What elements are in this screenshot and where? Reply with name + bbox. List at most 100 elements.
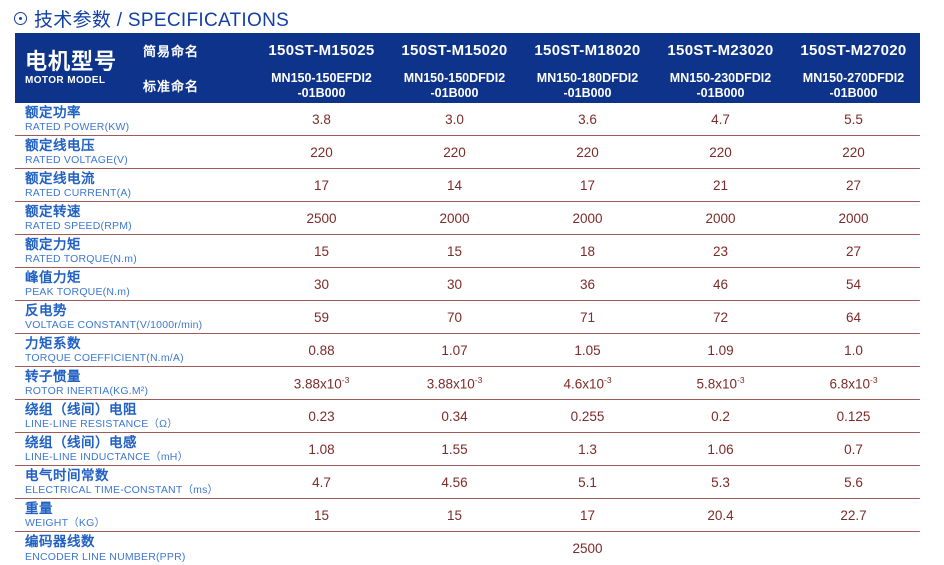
spec-value: 1.55 — [441, 441, 468, 457]
spec-value: 46 — [712, 276, 729, 292]
spec-value: 15 — [313, 243, 330, 259]
row-label-zh: 电气时间常数 — [25, 467, 109, 483]
simple-model-name: 150ST-M15025 — [268, 42, 375, 59]
spec-value: 2000 — [572, 210, 603, 226]
simple-name-label: 简易命名 — [143, 44, 200, 59]
table-body: 额定功率 RATED POWER(KW) 3.8 3.0 3.6 4.7 5.5 额定线… — [15, 103, 920, 565]
table-row: 额定线电流 RATED CURRENT(A) 17 14 17 21 27 — [15, 169, 920, 202]
simple-model-name: 150ST-M23020 — [667, 42, 774, 59]
table-row: 额定功率 RATED POWER(KW) 3.8 3.0 3.6 4.7 5.5 — [15, 103, 920, 136]
spec-value: 0.34 — [441, 408, 468, 424]
motor-model-label-en: MOTOR MODEL — [25, 74, 106, 86]
simple-model-name: 150ST-M27020 — [800, 42, 907, 59]
row-label: 转子惯量 ROTOR INERTIA(KG.M²) — [15, 369, 255, 398]
table-row: 绕组（线间）电感 LINE-LINE INDUCTANCE（mH） 1.08 1.… — [15, 433, 920, 466]
row-label: 额定线电压 RATED VOLTAGE(V) — [15, 138, 255, 167]
table-row: 编码器线数 ENCODER LINE NUMBER(PPR) 2500 — [15, 532, 920, 565]
spec-value-spanning: 2500 — [572, 541, 603, 556]
row-label-zh: 额定功率 — [25, 104, 81, 120]
row-label-zh: 绕组（线间）电阻 — [25, 401, 137, 417]
row-label: 力矩系数 TORQUE COEFFICIENT(N.m/A) — [15, 336, 255, 365]
row-label: 反电势 VOLTAGE CONSTANT(V/1000r/min) — [15, 303, 255, 332]
standard-model-name: MN150-230DFDI2 -01B000 — [669, 71, 772, 100]
simple-model-name: 150ST-M15020 — [401, 42, 508, 59]
spec-value: 5.1 — [578, 474, 597, 490]
simple-model-name: 150ST-M18020 — [534, 42, 641, 59]
row-label-en: ENCODER LINE NUMBER(PPR) — [25, 550, 186, 563]
spec-value: 5.3 — [711, 474, 730, 490]
spec-value: 72 — [712, 309, 729, 325]
spec-value: 1.3 — [578, 441, 597, 457]
row-label-zh: 额定线电压 — [25, 137, 95, 153]
spec-value: 22.7 — [840, 507, 867, 523]
standard-model-name: MN150-180DFDI2 -01B000 — [536, 71, 639, 100]
row-label-zh: 额定力矩 — [25, 236, 81, 252]
row-label-zh: 峰值力矩 — [25, 269, 81, 285]
motor-model-label-zh: 电机型号 — [25, 49, 118, 75]
spec-value: 3.8 — [312, 111, 331, 127]
row-label-en: TORQUE COEFFICIENT(N.m/A) — [25, 352, 184, 365]
model-column-header: 150ST-M18020 MN150-180DFDI2 -01B000 — [521, 33, 654, 103]
circled-dot-icon — [14, 12, 27, 25]
spec-value: 5.5 — [844, 111, 863, 127]
spec-value: 1.09 — [707, 342, 734, 358]
spec-value: 70 — [446, 309, 463, 325]
spec-value: 18 — [579, 243, 596, 259]
model-column-header: 150ST-M23020 MN150-230DFDI2 -01B000 — [654, 33, 787, 103]
row-label: 编码器线数 ENCODER LINE NUMBER(PPR) — [15, 534, 255, 563]
spec-value: 1.08 — [308, 441, 335, 457]
table-row: 重量 WEIGHT（KG） 15 15 17 20.4 22.7 — [15, 499, 920, 532]
row-label: 峰值力矩 PEAK TORQUE(N.m) — [15, 270, 255, 299]
spec-value: 2500 — [306, 210, 337, 226]
table-row: 电气时间常数 ELECTRICAL TIME-CONSTANT（ms） 4.7 4… — [15, 466, 920, 499]
standard-name-label: 标准命名 — [143, 79, 200, 94]
spec-value: 17 — [313, 177, 330, 193]
row-label-en: ELECTRICAL TIME-CONSTANT（ms） — [25, 484, 219, 497]
spec-value: 220 — [709, 144, 732, 160]
model-column-header: 150ST-M27020 MN150-270DFDI2 -01B000 — [787, 33, 920, 103]
spec-value: 220 — [576, 144, 599, 160]
spec-value: 21 — [712, 177, 729, 193]
row-label-en: VOLTAGE CONSTANT(V/1000r/min) — [25, 319, 203, 332]
spec-value: 1.07 — [441, 342, 468, 358]
row-label-zh: 力矩系数 — [25, 335, 81, 351]
spec-value: 3.6 — [578, 111, 597, 127]
row-label-en: ROTOR INERTIA(KG.M²) — [25, 385, 149, 398]
row-label: 额定力矩 RATED TORQUE(N.m) — [15, 237, 255, 266]
page-title: 技术参数 / SPECIFICATIONS — [14, 5, 289, 32]
spec-value: 15 — [446, 507, 463, 523]
spec-value: 15 — [446, 243, 463, 259]
spec-value: 15 — [313, 507, 330, 523]
standard-model-name: MN150-150EFDI2 -01B000 — [271, 71, 372, 100]
row-label-en: RATED VOLTAGE(V) — [25, 154, 128, 167]
row-label: 绕组（线间）电感 LINE-LINE INDUCTANCE（mH） — [15, 435, 255, 464]
row-label-en: LINE-LINE INDUCTANCE（mH） — [25, 451, 189, 464]
spec-value: 30 — [446, 276, 463, 292]
row-label-en: PEAK TORQUE(N.m) — [25, 286, 130, 299]
spec-value: 64 — [845, 309, 862, 325]
row-label-en: RATED CURRENT(A) — [25, 187, 132, 200]
row-label-zh: 额定转速 — [25, 203, 81, 219]
table-row: 额定线电压 RATED VOLTAGE(V) 220 220 220 220 220 — [15, 136, 920, 169]
spec-value: 3.0 — [445, 111, 464, 127]
row-label-zh: 绕组（线间）电感 — [25, 434, 137, 450]
row-label: 电气时间常数 ELECTRICAL TIME-CONSTANT（ms） — [15, 468, 255, 497]
row-label-zh: 反电势 — [25, 302, 67, 318]
specifications-table: 电机型号 MOTOR MODEL 简易命名 标准命名 150ST-M15025 … — [15, 33, 920, 565]
spec-value: 0.23 — [308, 408, 335, 424]
spec-value: 59 — [313, 309, 330, 325]
spec-value: 3.88x10-3 — [293, 374, 350, 392]
standard-model-name: MN150-150DFDI2 -01B000 — [403, 71, 506, 100]
spec-value: 27 — [845, 177, 862, 193]
row-label: 额定线电流 RATED CURRENT(A) — [15, 171, 255, 200]
spec-value: 4.7 — [711, 111, 730, 127]
spec-value: 220 — [310, 144, 333, 160]
spec-value: 17 — [579, 177, 596, 193]
row-label-zh: 额定线电流 — [25, 170, 95, 186]
spec-value: 14 — [446, 177, 463, 193]
spec-value: 1.05 — [574, 342, 601, 358]
spec-value: 2000 — [439, 210, 470, 226]
standard-model-name: MN150-270DFDI2 -01B000 — [802, 71, 905, 100]
spec-value: 0.255 — [570, 408, 605, 424]
